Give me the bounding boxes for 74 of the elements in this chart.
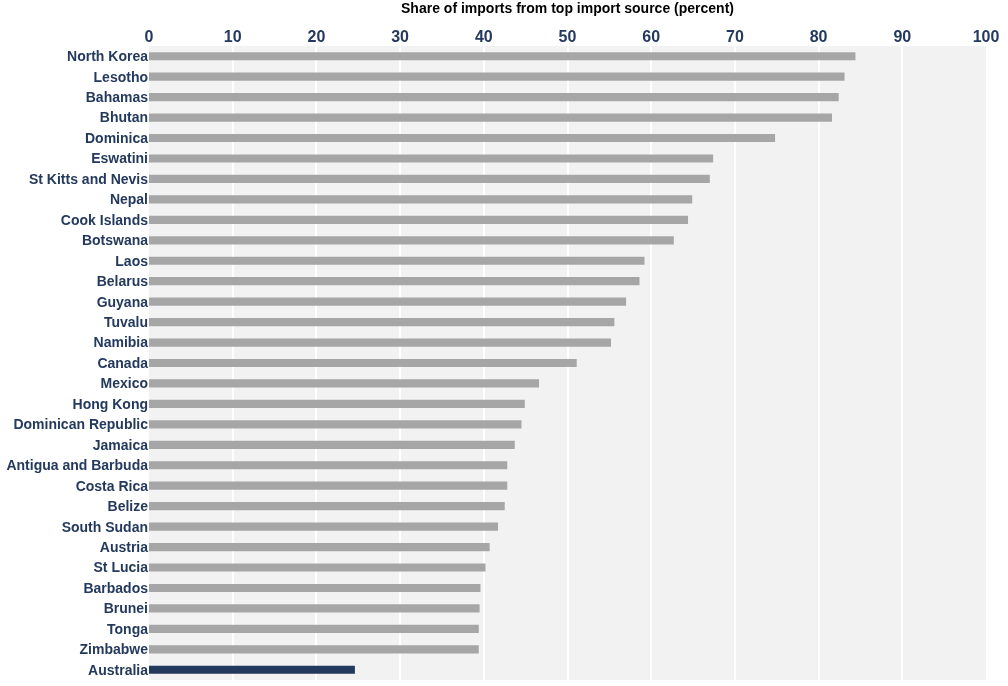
bar [149,236,674,245]
x-tick-label: 20 [307,27,326,45]
x-tick-label: 40 [474,27,493,45]
y-tick-label: Cook Islands [60,211,149,228]
bar [149,215,689,224]
bar [149,52,856,61]
x-tick-label: 100 [972,27,1000,45]
bar [149,420,522,429]
bar [149,522,499,531]
bar [149,502,505,511]
bar [149,583,481,593]
y-tick-label: Bahamas [85,89,149,106]
bar [149,133,776,143]
y-tick-label: Dominican Republic [13,416,149,433]
y-tick-label: Barbados [83,579,149,596]
bar [149,399,525,408]
x-tick-label: 90 [893,27,912,45]
y-tick-label: Canada [97,354,149,371]
bar [149,318,615,327]
y-tick-label: Tonga [107,620,149,637]
y-tick-label: Lesotho [93,68,148,85]
y-tick-label: Hong Kong [72,395,148,412]
x-tick-label: 70 [726,27,744,45]
bar [149,72,845,81]
y-tick-label: Namibia [93,334,149,351]
y-tick-label: Bhutan [99,109,148,126]
y-tick-label: Dominica [84,129,149,146]
bar [149,563,486,572]
y-tick-label: Zimbabwe [79,641,149,658]
y-tick-label: Tuvalu [103,314,148,330]
x-tick-label: 30 [391,27,410,45]
x-tick-label: 0 [144,27,154,45]
bar [149,542,490,552]
bar [149,256,645,265]
y-tick-label: Nepal [109,191,148,208]
y-tick-label: Austria [99,538,149,555]
bar [149,461,508,470]
bar [149,665,355,674]
y-tick-label: Mexico [100,375,148,392]
x-axis-title: Share of imports from top import source (percent) [401,0,734,16]
bar [149,624,479,633]
bar [149,154,714,163]
y-tick-label: Botswana [81,232,149,249]
y-tick-label: Costa Rica [75,477,149,494]
y-tick-label: Guyana [96,293,149,310]
x-tick-label: 10 [223,27,242,45]
y-tick-label: Belarus [96,273,149,290]
bar [149,297,627,306]
bar [149,113,832,122]
y-tick-label: South Sudan [61,518,148,535]
y-tick-label: Australia [88,661,149,678]
x-tick-label: 60 [642,27,661,45]
y-tick-label: North Korea [67,48,149,65]
bar [149,277,640,286]
y-tick-label: Belize [107,498,149,515]
y-tick-label: St Kitts and Nevis [28,170,149,187]
bar [149,195,693,204]
y-tick-label: Antigua and Barbuda [6,457,149,474]
x-tick-label: 80 [809,27,828,45]
bar [149,604,480,613]
bar [149,440,515,449]
bar [149,93,839,102]
y-tick-label: Jamaica [92,436,149,453]
bar [149,645,479,654]
y-tick-label: St Lucia [93,559,149,576]
x-tick-label: 50 [558,27,577,45]
y-tick-label: Laos [115,252,149,269]
bar [149,379,540,388]
bar [149,174,710,184]
bar [149,481,508,490]
y-tick-label: Eswatini [91,150,148,167]
y-tick-label: Brunei [103,600,148,617]
bar [149,358,577,368]
bar [149,338,612,347]
